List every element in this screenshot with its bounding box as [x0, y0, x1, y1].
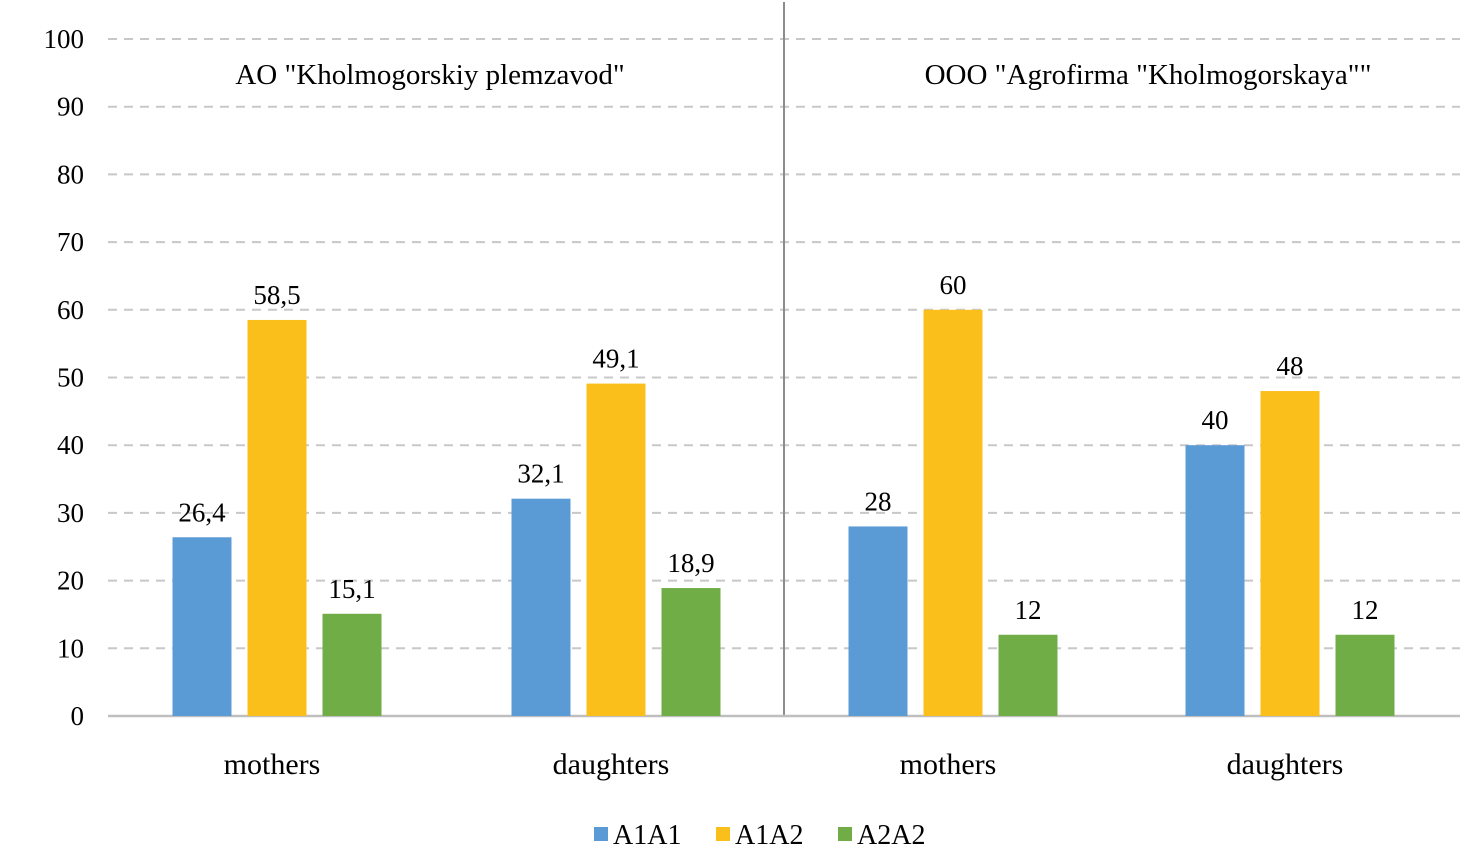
data-label: 12: [1352, 595, 1379, 625]
category-label-daughters: daughters: [1227, 748, 1344, 781]
bar-a1a1-mothers: [848, 526, 908, 716]
data-label: 40: [1202, 405, 1229, 435]
bar-a2a2-daughters: [661, 588, 721, 716]
legend-label-a1a2: A1A2: [735, 820, 803, 851]
y-tick-label: 10: [57, 633, 84, 663]
legend-label-a2a2: A2A2: [857, 820, 925, 851]
data-label: 48: [1277, 351, 1304, 381]
data-label: 32,1: [517, 459, 564, 489]
bar-a1a2-daughters: [586, 383, 646, 716]
data-label: 15,1: [328, 574, 375, 604]
bar-a1a2-daughters: [1260, 391, 1320, 716]
data-label: 60: [940, 270, 967, 300]
category-label-daughters: daughters: [553, 748, 670, 781]
y-tick-label: 20: [57, 566, 84, 596]
panel-title-left: AO "Kholmogorskiy plemzavod": [235, 59, 624, 91]
data-label: 58,5: [253, 280, 300, 310]
category-label-mothers: mothers: [900, 748, 997, 781]
legend: A1A1 A1A2 A2A2: [594, 820, 925, 851]
y-tick-label: 50: [57, 363, 84, 393]
legend-swatch-a1a2: [716, 827, 730, 841]
legend-swatch-a2a2: [838, 827, 852, 841]
legend-label-a1a1: A1A1: [613, 820, 681, 851]
y-axis-ticks: 0 10 20 30 40 50 60 70 80 90 100: [44, 24, 85, 731]
legend-swatch-a1a1: [594, 827, 608, 841]
bars: [172, 309, 1395, 716]
y-tick-label: 90: [57, 92, 84, 122]
y-tick-label: 40: [57, 430, 84, 460]
bar-a1a2-mothers: [247, 319, 307, 716]
data-label: 12: [1015, 595, 1042, 625]
data-label: 28: [865, 486, 892, 516]
data-label: 26,4: [178, 497, 226, 527]
data-labels: 26,4 58,5 15,1 32,1 49,1 18,9 28 60 12 40 48 12: [178, 270, 1378, 625]
bar-a1a2-mothers: [923, 309, 983, 716]
y-tick-label: 80: [57, 159, 84, 189]
bar-a1a1-mothers: [172, 537, 232, 716]
bar-a1a1-daughters: [511, 498, 571, 716]
bar-a2a2-mothers: [322, 613, 382, 716]
bar-a1a1-daughters: [1185, 445, 1245, 716]
bar-a2a2-mothers: [998, 634, 1058, 716]
category-labels: mothers daughters mothers daughters: [224, 748, 1344, 781]
panel-title-right: OOO "Agrofirma "Kholmogorskaya"": [925, 59, 1372, 91]
category-label-mothers: mothers: [224, 748, 321, 781]
y-tick-label: 30: [57, 498, 84, 528]
bar-a2a2-daughters: [1335, 634, 1395, 716]
y-tick-label: 70: [57, 227, 84, 257]
data-label: 18,9: [667, 548, 714, 578]
y-tick-label: 0: [71, 701, 85, 731]
data-label: 49,1: [592, 344, 639, 374]
y-tick-label: 60: [57, 295, 84, 325]
y-tick-label: 100: [44, 24, 85, 54]
